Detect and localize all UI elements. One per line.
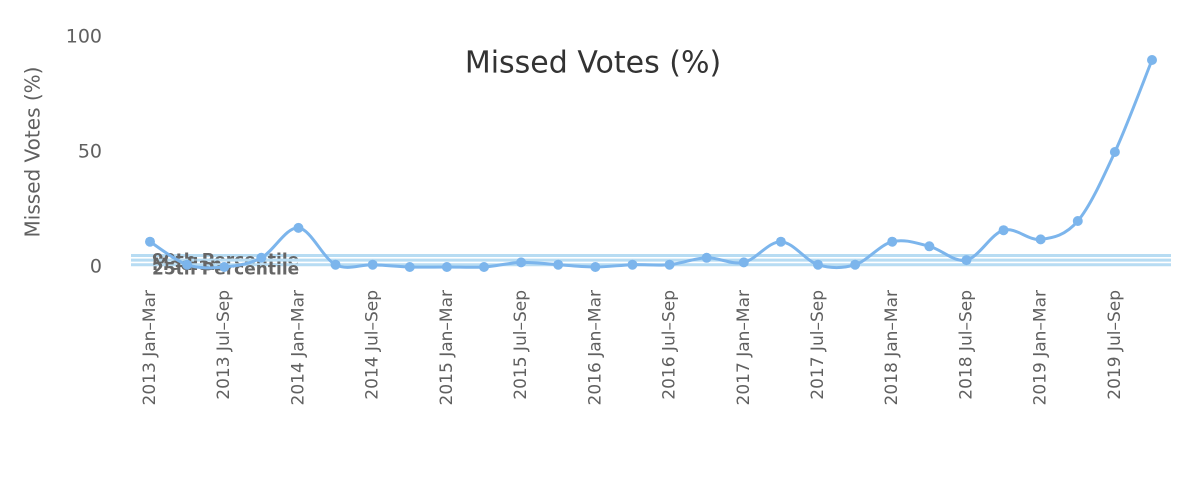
data-point bbox=[813, 259, 823, 270]
data-point bbox=[1072, 216, 1083, 226]
data-point bbox=[553, 259, 564, 270]
data-point bbox=[998, 225, 1009, 236]
data-point bbox=[1109, 147, 1120, 157]
x-tick-label: 2017 Jul–Sep bbox=[808, 290, 828, 400]
data-point bbox=[145, 236, 155, 247]
x-tick-label: 2013 Jan–Mar bbox=[140, 290, 160, 405]
x-tick-label: 2015 Jan–Mar bbox=[437, 290, 457, 405]
data-point bbox=[404, 262, 415, 272]
data-point bbox=[775, 236, 786, 247]
x-tick-label: 2013 Jul–Sep bbox=[214, 290, 234, 400]
x-tick-label: 2018 Jul–Sep bbox=[956, 290, 976, 400]
x-tick-label: 2016 Jan–Mar bbox=[585, 290, 605, 405]
y-tick-label: 0 bbox=[90, 256, 102, 278]
x-tick-label: 2019 Jul–Sep bbox=[1105, 290, 1125, 400]
x-tick-label: 2016 Jul–Sep bbox=[660, 290, 680, 400]
data-point bbox=[924, 241, 935, 252]
data-point bbox=[664, 259, 675, 270]
data-point bbox=[850, 259, 861, 270]
data-point bbox=[441, 262, 452, 272]
x-tick-label: 2017 Jan–Mar bbox=[734, 290, 754, 405]
data-point bbox=[516, 257, 527, 268]
data-point bbox=[1147, 55, 1157, 65]
data-point bbox=[1035, 234, 1046, 245]
data-point bbox=[219, 262, 230, 272]
y-tick-label: 100 bbox=[66, 26, 102, 48]
data-point bbox=[479, 262, 489, 272]
data-point bbox=[961, 255, 972, 266]
data-point bbox=[293, 222, 304, 233]
data-point bbox=[367, 259, 378, 270]
x-tick-label: 2018 Jan–Mar bbox=[882, 290, 902, 405]
data-point bbox=[256, 252, 267, 263]
data-point bbox=[887, 236, 898, 247]
x-tick-label: 2014 Jan–Mar bbox=[288, 290, 308, 405]
data-point bbox=[701, 252, 712, 263]
data-point bbox=[627, 259, 638, 270]
y-axis-title: Missed Votes (%) bbox=[21, 67, 45, 238]
x-tick-label: 2019 Jan–Mar bbox=[1031, 290, 1051, 405]
data-point bbox=[738, 257, 749, 268]
chart-title: Missed Votes (%) bbox=[465, 46, 721, 81]
x-tick-label: 2014 Jul–Sep bbox=[363, 290, 383, 400]
series-line bbox=[149, 59, 1154, 270]
x-tick-label: 2015 Jul–Sep bbox=[511, 290, 531, 400]
data-point bbox=[182, 259, 193, 270]
data-point bbox=[590, 262, 601, 272]
data-point bbox=[330, 259, 341, 270]
y-tick-label: 50 bbox=[78, 141, 102, 163]
